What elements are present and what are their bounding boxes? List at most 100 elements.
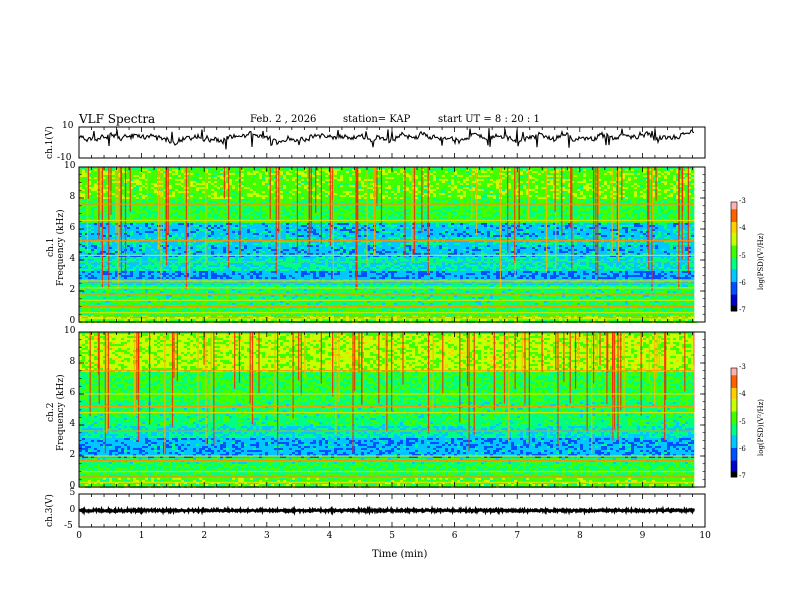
x-tick-label: 3 xyxy=(264,531,270,541)
ch2-spectrogram-burst xyxy=(252,332,253,424)
ch2-spectrogram-ytick-label: 4 xyxy=(70,419,76,429)
ch2-spectrogram-burst xyxy=(578,332,579,366)
ch2-spectrogram-burst xyxy=(354,332,355,391)
ch1-spectrogram-burst xyxy=(621,167,622,200)
ch2-spectrogram-burst xyxy=(136,332,137,400)
ch1-spectrogram-burst xyxy=(161,167,162,280)
ch1-spectrogram-burst xyxy=(355,167,356,290)
ch1-spectrogram-burst xyxy=(421,167,422,233)
ch2-spectrogram-burst xyxy=(213,332,214,445)
ch2-spectrogram-burst xyxy=(504,332,505,404)
ch1-frequency-axis-label-channel: ch.1 xyxy=(46,238,56,257)
ch1-spectrogram-burst xyxy=(278,167,279,233)
ch1-spectrogram-burst xyxy=(618,167,619,261)
ch2-spectrogram-burst xyxy=(378,332,379,403)
ch1-spectrogram-burst xyxy=(88,167,89,199)
ch1-spectrogram-burst xyxy=(270,167,271,219)
ch1-spectrogram-burst xyxy=(168,167,169,235)
ch1-voltage-axis-label: ch.1(V) xyxy=(45,126,55,159)
ch2-spectrogram-burst xyxy=(433,332,434,412)
ch2-spectrogram-burst xyxy=(402,332,403,385)
ch2-spectrogram-burst xyxy=(665,332,666,400)
ch1-spectrogram-burst xyxy=(228,167,229,268)
ch1-spectrogram-ytick-label: 4 xyxy=(70,254,76,264)
ch1-spectrogram-burst xyxy=(279,167,280,255)
ch1-spectrogram-burst xyxy=(98,167,99,239)
ch2-spectrogram-burst xyxy=(541,332,542,372)
ch2-spectrogram-burst xyxy=(563,332,564,382)
ch2-colorbar-tick-label: -3 xyxy=(739,363,746,371)
ch2-spectrogram-burst xyxy=(352,332,353,453)
x-tick-label: 9 xyxy=(640,531,646,541)
ch2-spectrogram-burst xyxy=(258,332,259,393)
ch1-spectrogram-burst xyxy=(555,167,556,212)
ch1-spectrogram-ytick-label: 2 xyxy=(70,285,76,295)
ch2-spectrogram-burst xyxy=(515,332,516,389)
ch2-spectrogram-burst xyxy=(149,332,150,424)
ch1-spectrogram-ytick-label: 8 xyxy=(70,192,76,202)
ch1-spectrogram-burst xyxy=(528,167,529,222)
ch1-spectrogram-burst xyxy=(571,167,572,269)
ch1-colorbar-tick-label: -3 xyxy=(739,197,746,205)
ch2-colorbar-tick-label: -6 xyxy=(739,445,746,453)
ch2-spectrogram-burst xyxy=(575,332,576,389)
ch1-colorbar-tick-label: -7 xyxy=(739,306,746,314)
ch1-colorbar-tick-label: -6 xyxy=(739,279,746,287)
ch2-spectrogram-ytick-label: 2 xyxy=(70,450,76,460)
ch2-colorbar-tick-label: -5 xyxy=(739,418,746,426)
ch2-spectrogram-ytick-label: 6 xyxy=(70,388,76,398)
ch1-spectrogram-burst xyxy=(381,167,382,226)
ch1-spectrogram-burst xyxy=(593,167,594,250)
ch2-colorbar-tick-label: -7 xyxy=(739,472,746,480)
ch2-spectrogram-burst xyxy=(442,332,443,394)
ch2-spectrogram-burst xyxy=(386,332,387,432)
ch2-spectrogram-burst xyxy=(459,332,460,422)
ch2-spectrogram-burst xyxy=(587,332,588,432)
ch2-spectrogram-burst xyxy=(293,332,294,418)
ch1-spectrogram-burst xyxy=(597,167,598,281)
ch2-spectrogram-burst xyxy=(301,332,302,396)
ch2-spectrogram-burst xyxy=(606,332,607,404)
ch1-spectrogram-burst xyxy=(118,167,119,289)
ch2-spectrogram-burst xyxy=(361,332,362,403)
ch2-spectrogram-ytick-label: 8 xyxy=(70,357,76,367)
ch2-spectrogram-burst xyxy=(524,332,525,404)
ch1-ytick-label-top: 10 xyxy=(62,121,73,131)
ch2-spectrogram-burst xyxy=(593,332,594,383)
ch2-spectrogram-burst xyxy=(298,332,299,380)
ch2-spectrogram-burst xyxy=(659,332,660,366)
ch2-spectrogram-burst xyxy=(321,332,322,383)
ch2-spectrogram-burst xyxy=(555,332,556,370)
ch1-spectrogram-burst xyxy=(476,167,477,235)
ch2-spectrogram-ytick-label: 10 xyxy=(64,326,75,336)
ch1-spectrogram-burst xyxy=(655,167,656,201)
ch1-spectrogram-burst xyxy=(561,167,562,236)
ch1-spectrogram-burst xyxy=(183,167,184,199)
ch1-spectrogram-burst xyxy=(115,167,116,236)
ch2-spectrogram-burst xyxy=(612,332,613,398)
ch1-spectrogram-burst xyxy=(130,167,131,212)
ch1-waveform-line xyxy=(79,128,694,149)
ch1-spectrogram-burst xyxy=(239,167,240,258)
ch2-spectrogram-burst xyxy=(134,332,135,415)
ch1-spectrogram-burst xyxy=(411,167,412,262)
ch2-spectrogram-burst xyxy=(649,332,650,380)
ch2-frequency-axis-label-channel: ch.2 xyxy=(46,403,56,422)
ch2-spectrogram-burst xyxy=(358,332,359,372)
ch3-ytick-label: -5 xyxy=(64,521,73,531)
ch1-spectrogram-burst xyxy=(309,167,310,244)
x-tick-label: 5 xyxy=(389,531,395,541)
x-tick-label: 1 xyxy=(139,531,145,541)
ch3-ytick-label: 5 xyxy=(70,488,76,498)
x-tick-label: 10 xyxy=(699,531,710,541)
ch2-colorbar-tick-label: -4 xyxy=(739,390,746,398)
ch1-frequency-axis-label: Frequency (kHz) xyxy=(56,209,66,286)
ch3-voltage-axis-label: ch.3(V) xyxy=(45,494,55,527)
ch2-spectrogram-burst xyxy=(591,332,592,454)
ch2-spectrogram-burst xyxy=(468,332,469,451)
ch2-spectrogram-burst xyxy=(338,332,339,402)
ch1-spectrogram-burst xyxy=(108,167,109,289)
ch2-spectrogram-burst xyxy=(641,332,642,416)
ch1-spectrogram-burst xyxy=(163,167,164,231)
ch3-waveform-band xyxy=(79,509,694,511)
